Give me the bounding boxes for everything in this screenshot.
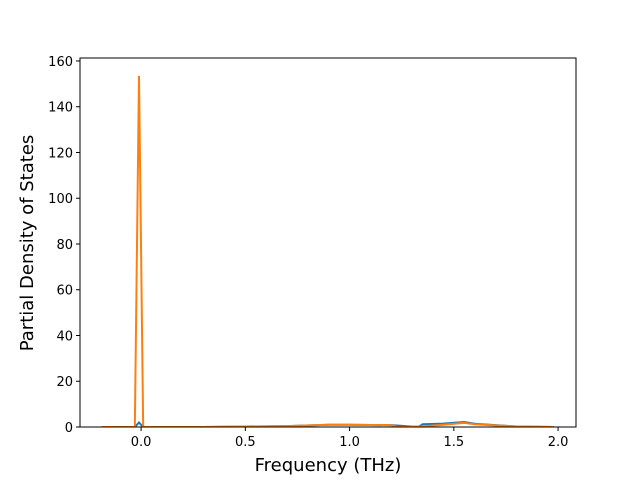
y-tick-label: 0 xyxy=(65,421,73,436)
y-tick-label: 100 xyxy=(48,192,73,207)
x-tick-label: 1.5 xyxy=(443,435,464,450)
y-axis-label: Partial Density of States xyxy=(17,135,38,352)
series-line xyxy=(101,75,554,427)
x-tick-label: 0.5 xyxy=(235,435,256,450)
y-tick-label: 160 xyxy=(48,55,73,70)
y-tick-label: 140 xyxy=(48,101,73,116)
y-tick-label: 80 xyxy=(56,238,73,253)
y-tick-label: 60 xyxy=(56,284,73,299)
y-tick-label: 120 xyxy=(48,146,73,161)
x-axis-label: Frequency (THz) xyxy=(255,455,402,476)
x-tick-label: 1.0 xyxy=(339,435,360,450)
x-tick-label: 0.0 xyxy=(131,435,152,450)
y-tick-label: 40 xyxy=(56,329,73,344)
axes-frame xyxy=(79,57,577,428)
y-tick-label: 20 xyxy=(56,375,73,390)
x-tick-label: 2.0 xyxy=(548,435,569,450)
